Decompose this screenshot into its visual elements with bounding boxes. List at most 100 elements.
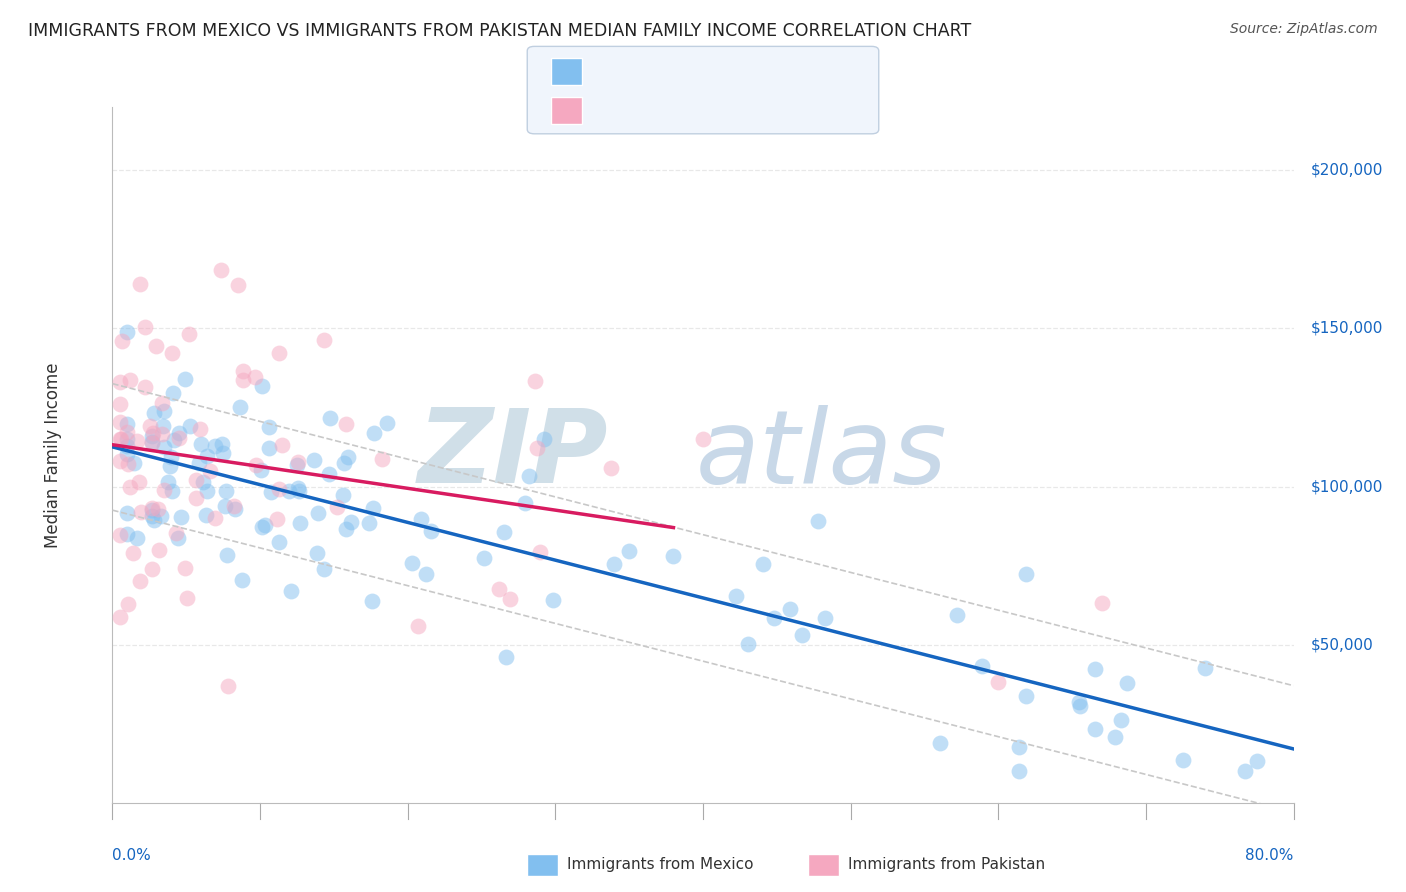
Point — [692, 432, 714, 446]
Point — [420, 524, 443, 539]
Point — [806, 514, 828, 528]
Point — [285, 458, 308, 472]
Point — [326, 500, 349, 515]
Point — [129, 277, 152, 291]
Point — [928, 736, 950, 750]
Text: Median Family Income: Median Family Income — [45, 362, 62, 548]
Point — [212, 445, 235, 459]
Point — [146, 502, 169, 516]
Point — [472, 550, 495, 565]
Point — [257, 420, 280, 434]
Text: 80.0%: 80.0% — [1246, 848, 1294, 863]
Point — [118, 480, 141, 494]
Point — [160, 346, 183, 360]
Point — [108, 454, 131, 468]
Point — [250, 379, 273, 393]
Point — [987, 674, 1010, 689]
Point — [603, 558, 626, 572]
Point — [232, 364, 254, 378]
Point — [141, 501, 163, 516]
Point — [363, 425, 385, 440]
Point — [156, 475, 179, 489]
Point — [1014, 689, 1036, 703]
Point — [204, 439, 226, 453]
Point — [401, 556, 423, 570]
Point — [134, 380, 156, 394]
Point — [152, 418, 174, 433]
Point — [148, 543, 170, 558]
Point — [125, 531, 148, 545]
Point — [529, 545, 551, 559]
Point — [229, 401, 252, 415]
Point — [287, 481, 309, 495]
Text: IMMIGRANTS FROM MEXICO VS IMMIGRANTS FROM PAKISTAN MEDIAN FAMILY INCOME CORRELAT: IMMIGRANTS FROM MEXICO VS IMMIGRANTS FRO… — [28, 22, 972, 40]
Point — [153, 440, 176, 454]
Point — [134, 320, 156, 334]
Point — [122, 456, 145, 470]
Point — [193, 475, 215, 489]
Point — [195, 508, 218, 522]
Point — [179, 326, 201, 341]
Point — [307, 546, 329, 560]
Point — [250, 520, 273, 534]
Point — [110, 432, 132, 446]
Point — [737, 637, 759, 651]
Point — [617, 544, 640, 558]
Point — [253, 518, 276, 533]
Point — [1116, 675, 1139, 690]
Text: Source: ZipAtlas.com: Source: ZipAtlas.com — [1230, 22, 1378, 37]
Point — [1008, 764, 1031, 779]
Point — [173, 561, 195, 575]
Point — [357, 516, 380, 531]
Point — [117, 457, 139, 471]
Point — [150, 426, 173, 441]
Point — [1233, 764, 1256, 779]
Point — [169, 425, 191, 440]
Point — [149, 508, 172, 523]
Point — [188, 456, 211, 470]
Point — [209, 263, 232, 277]
Point — [215, 483, 238, 498]
Text: Immigrants from Mexico: Immigrants from Mexico — [567, 857, 754, 871]
Point — [141, 435, 163, 450]
Point — [204, 511, 226, 525]
Point — [302, 452, 325, 467]
Point — [117, 597, 139, 611]
Point — [724, 589, 747, 603]
Point — [215, 548, 238, 562]
Point — [415, 567, 437, 582]
Point — [280, 583, 302, 598]
Point — [319, 411, 342, 425]
Point — [245, 458, 267, 472]
Point — [143, 406, 166, 420]
Point — [600, 461, 623, 475]
Point — [190, 437, 212, 451]
Text: $100,000: $100,000 — [1312, 479, 1384, 494]
Point — [495, 649, 517, 664]
Point — [287, 455, 309, 469]
Point — [117, 439, 138, 453]
Point — [122, 546, 145, 560]
Point — [1091, 596, 1114, 610]
Point — [165, 525, 187, 540]
Point — [186, 473, 208, 487]
Point — [108, 375, 131, 389]
Point — [214, 499, 236, 513]
Point — [174, 372, 197, 386]
Point — [1008, 740, 1031, 755]
Point — [260, 485, 283, 500]
Point — [267, 483, 290, 497]
Text: Immigrants from Pakistan: Immigrants from Pakistan — [848, 857, 1045, 871]
Text: ZIP: ZIP — [418, 404, 609, 506]
Point — [162, 385, 184, 400]
Point — [141, 508, 163, 523]
Point — [945, 607, 967, 622]
Point — [332, 488, 354, 502]
Point — [1069, 699, 1091, 714]
Point — [117, 506, 138, 520]
Point — [117, 417, 138, 431]
Point — [211, 437, 233, 451]
Point — [198, 464, 221, 478]
Point — [337, 450, 360, 464]
Point — [972, 658, 994, 673]
